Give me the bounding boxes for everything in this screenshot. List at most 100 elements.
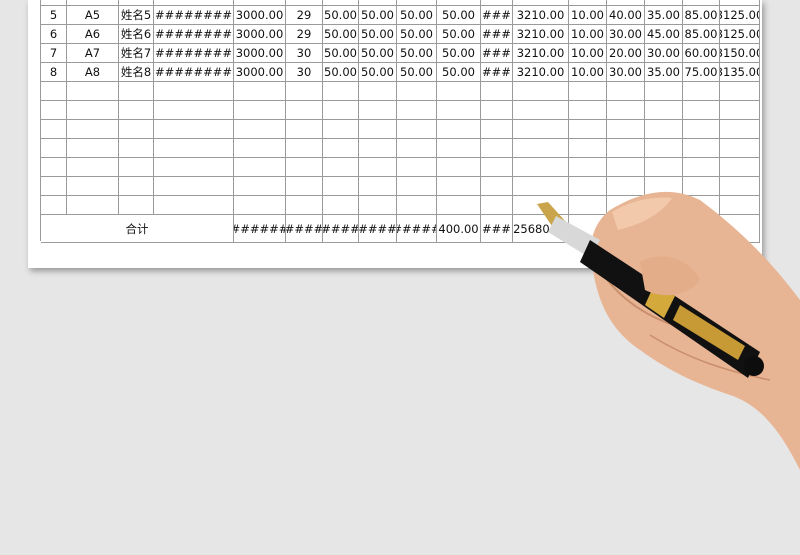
empty-cell [41, 120, 67, 139]
empty-cell [683, 120, 720, 139]
cell: 10.00 [569, 44, 607, 63]
empty-cell [720, 82, 760, 101]
cell: 3125.00 [720, 25, 760, 44]
empty-cell [41, 158, 67, 177]
cell: 3000.00 [234, 63, 286, 82]
empty-cell [41, 177, 67, 196]
empty-cell [481, 82, 513, 101]
empty-cell [359, 0, 397, 6]
cell: 30 [286, 63, 323, 82]
cell: 45.00 [645, 25, 683, 44]
cell: 20.00 [607, 44, 645, 63]
empty-cell [513, 120, 569, 139]
empty-cell [286, 101, 323, 120]
empty-cell [154, 82, 234, 101]
empty-cell [481, 196, 513, 215]
empty-cell [437, 158, 481, 177]
empty-cell [67, 120, 119, 139]
cell: 合计 [41, 215, 234, 243]
cell: 50.00 [437, 6, 481, 25]
empty-cell [119, 158, 154, 177]
cell: A5 [67, 6, 119, 25]
empty-cell [119, 82, 154, 101]
table-border [40, 0, 41, 241]
cell: 50.00 [359, 63, 397, 82]
empty-cell [437, 120, 481, 139]
empty-cell [645, 101, 683, 120]
empty-cell [41, 0, 67, 6]
cell: 35.00 [645, 6, 683, 25]
cell: 3150.00 [720, 44, 760, 63]
empty-cell [569, 196, 607, 215]
empty-cell [513, 196, 569, 215]
cell: 400.00 [437, 215, 481, 243]
empty-cell [481, 177, 513, 196]
empty-cell [437, 101, 481, 120]
cell: 40.00 [607, 6, 645, 25]
empty-cell [720, 139, 760, 158]
cell: 35.00 [645, 63, 683, 82]
cell: 8 [41, 63, 67, 82]
empty-cell [119, 120, 154, 139]
cell: 50.00 [397, 25, 437, 44]
empty-cell [234, 139, 286, 158]
cell: 50.00 [359, 44, 397, 63]
empty-cell [119, 139, 154, 158]
empty-cell [234, 0, 286, 6]
empty-cell [720, 196, 760, 215]
cell: #### [323, 215, 359, 243]
empty-cell [359, 101, 397, 120]
empty-cell [154, 139, 234, 158]
empty-cell [437, 139, 481, 158]
empty-cell [513, 0, 569, 6]
empty-cell [720, 177, 760, 196]
cell: 85.00 [683, 6, 720, 25]
cell: ### [481, 6, 513, 25]
empty-cell [437, 82, 481, 101]
cell: 50.00 [397, 6, 437, 25]
empty-cell [397, 120, 437, 139]
empty-cell [645, 0, 683, 6]
cell: 75.00 [683, 63, 720, 82]
cell: 3210.00 [513, 44, 569, 63]
empty-cell [323, 196, 359, 215]
cell: 3135.00 [720, 63, 760, 82]
empty-cell [119, 177, 154, 196]
empty-cell [720, 0, 760, 6]
empty-cell [323, 158, 359, 177]
cell: 3000.00 [234, 44, 286, 63]
cell: 50.00 [397, 63, 437, 82]
empty-cell [359, 139, 397, 158]
cell: #### [286, 215, 323, 243]
empty-cell [359, 120, 397, 139]
empty-cell [607, 177, 645, 196]
empty-cell [683, 0, 720, 6]
cell: 姓名7 [119, 44, 154, 63]
empty-cell [67, 177, 119, 196]
empty-cell [397, 158, 437, 177]
empty-cell [119, 0, 154, 6]
empty-cell [569, 120, 607, 139]
cell: 3000.00 [234, 25, 286, 44]
empty-cell [645, 82, 683, 101]
cell: 6 [41, 25, 67, 44]
empty-cell [683, 177, 720, 196]
cell: ###### [234, 215, 286, 243]
empty-cell [720, 101, 760, 120]
cell: ########## [154, 44, 234, 63]
empty-cell [234, 101, 286, 120]
empty-cell [513, 101, 569, 120]
empty-cell [569, 158, 607, 177]
empty-cell [397, 101, 437, 120]
empty-cell [513, 82, 569, 101]
cell: ### [481, 63, 513, 82]
cell: ########## [154, 63, 234, 82]
empty-cell [67, 139, 119, 158]
empty-cell [481, 120, 513, 139]
cell: 60.00 [683, 44, 720, 63]
empty-cell [323, 101, 359, 120]
cell: ########## [154, 6, 234, 25]
cell: 3000.00 [234, 6, 286, 25]
empty-cell [323, 0, 359, 6]
